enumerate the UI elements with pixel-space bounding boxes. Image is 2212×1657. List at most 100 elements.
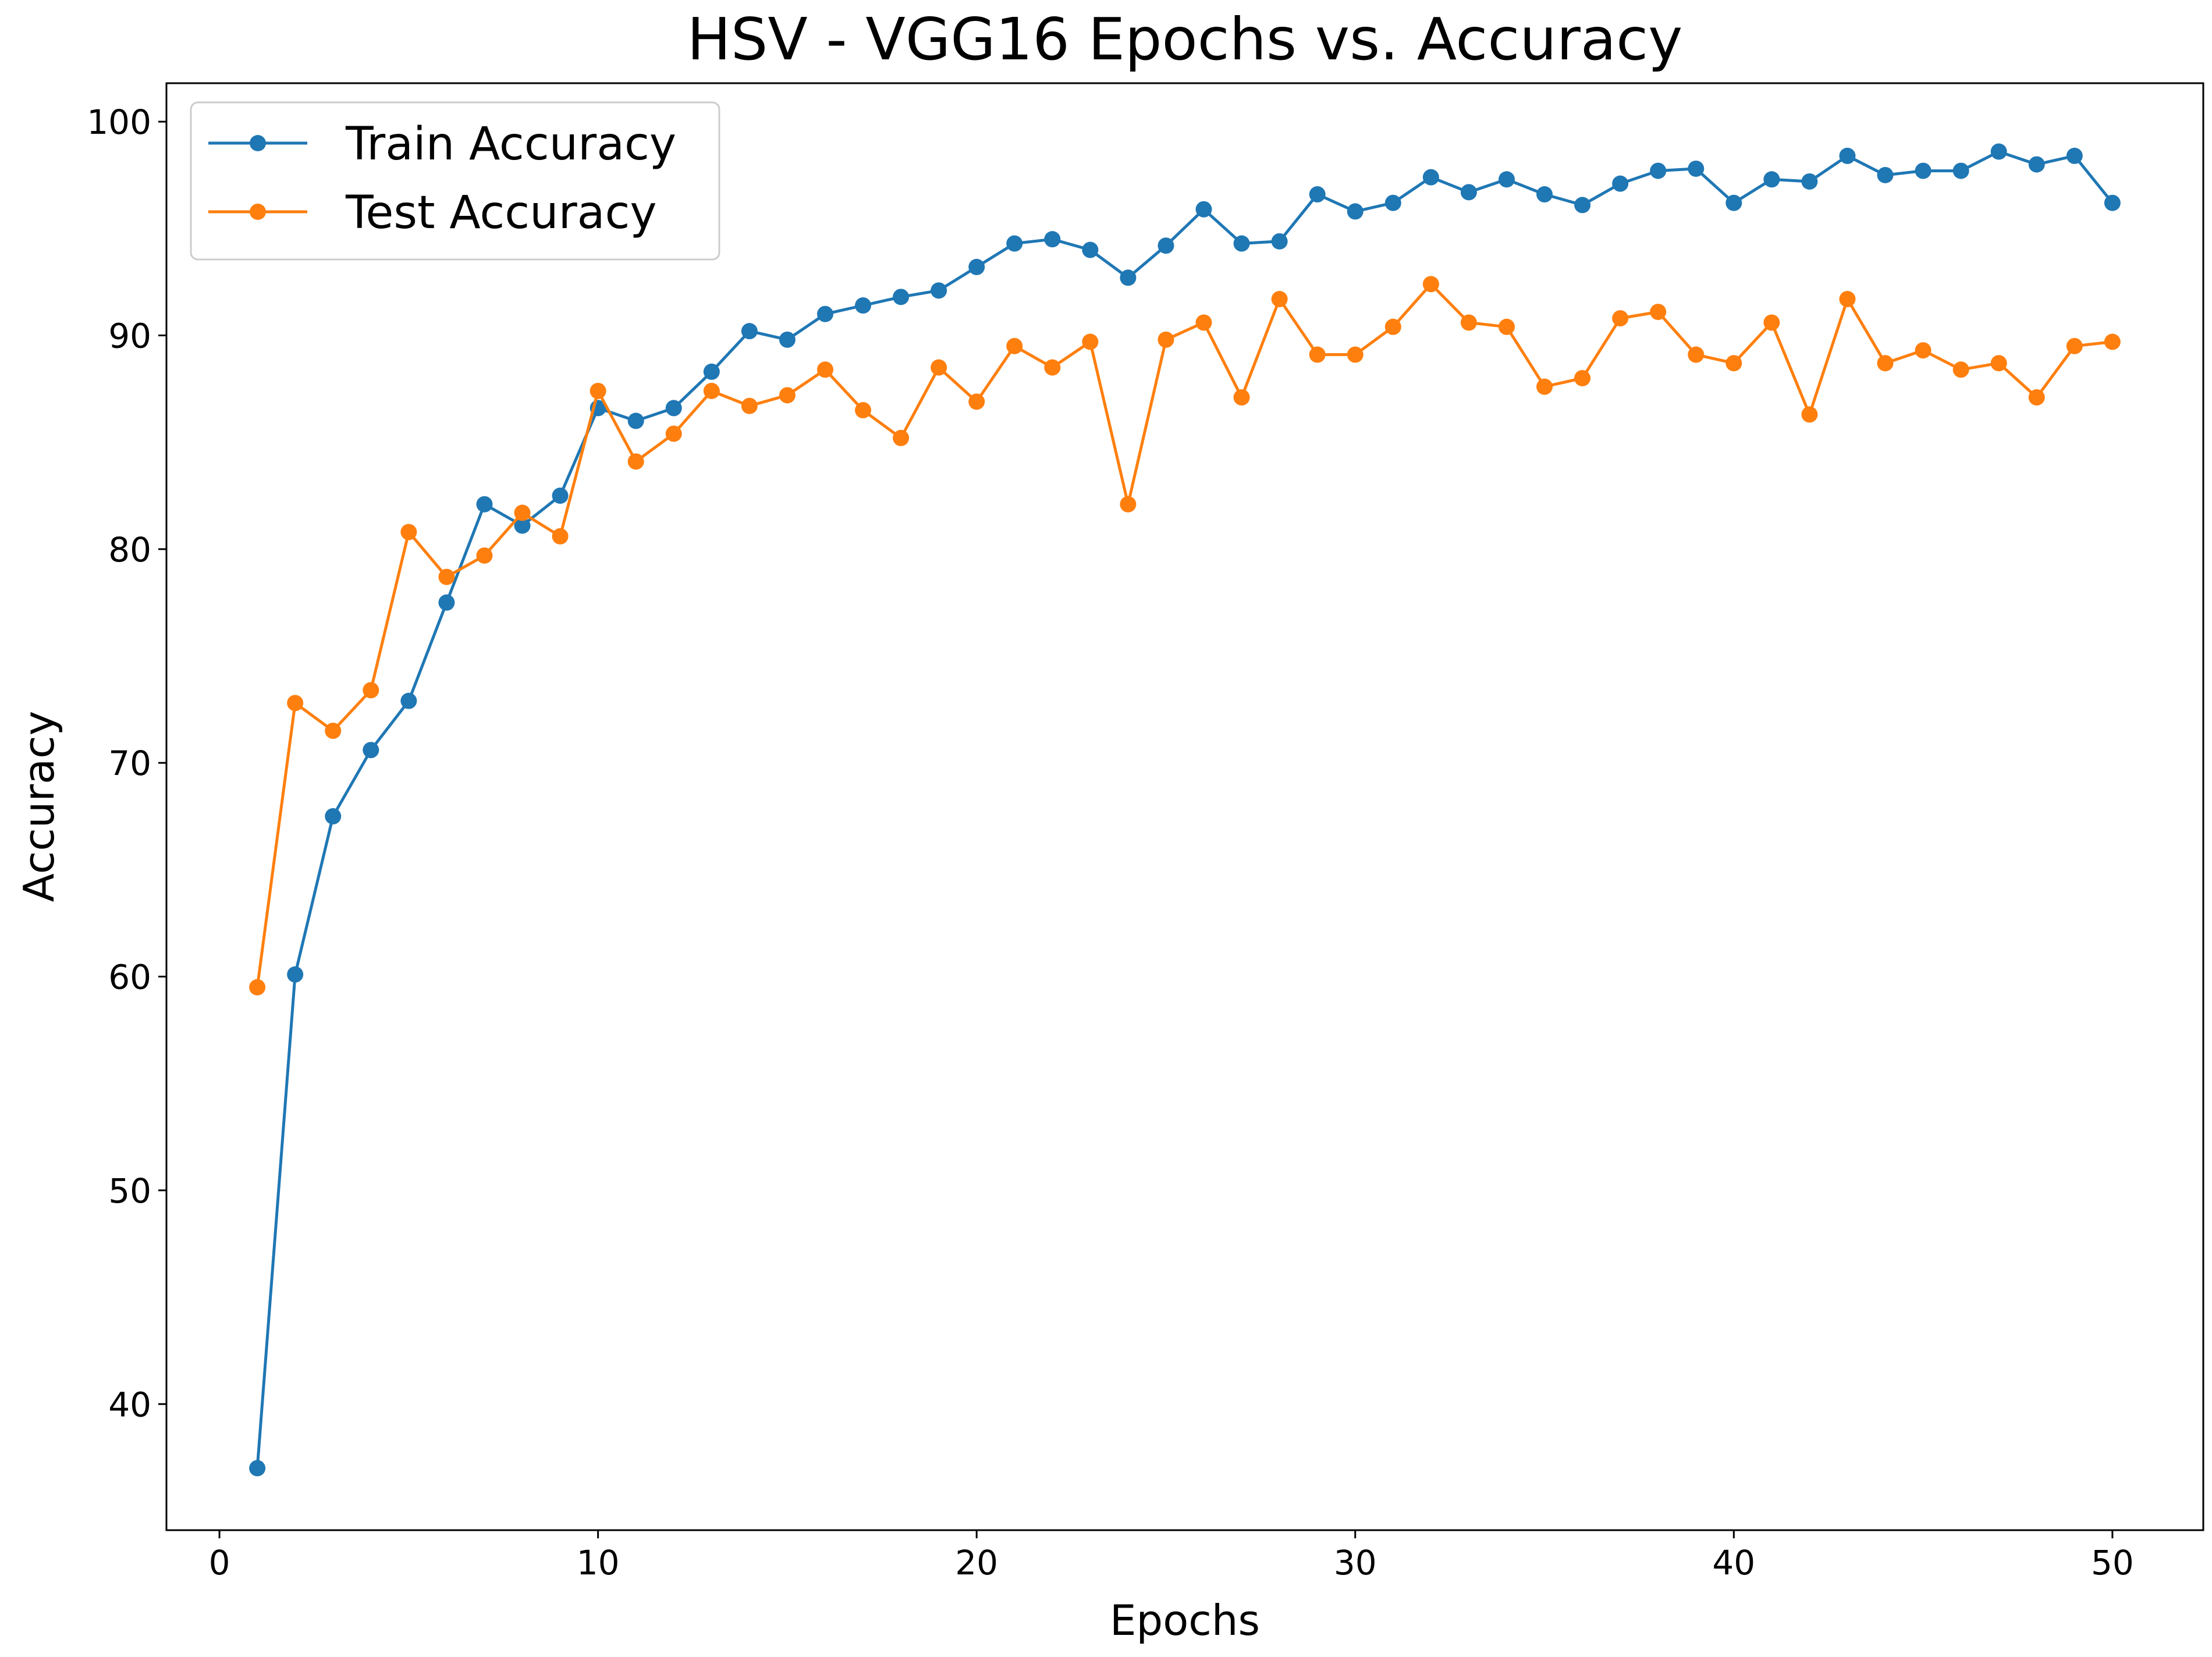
test-accuracy-point [1612, 310, 1629, 327]
test-accuracy-point [1725, 355, 1742, 372]
test-accuracy-point [552, 528, 569, 545]
train-accuracy-point [1347, 203, 1364, 220]
train-accuracy-point [703, 363, 720, 380]
test-accuracy-point [2028, 389, 2045, 406]
test-accuracy-point [1839, 291, 1856, 308]
x-tick-label: 20 [955, 1543, 998, 1583]
train-accuracy-point [1233, 235, 1250, 252]
test-accuracy-point [1498, 318, 1515, 335]
test-accuracy-point [893, 429, 910, 446]
test-accuracy-point [1915, 342, 1931, 359]
test-accuracy-point [1120, 496, 1137, 513]
test-accuracy-point [1044, 359, 1061, 376]
train-accuracy-point [816, 305, 833, 322]
train-accuracy-point [438, 594, 455, 611]
test-accuracy-point [1309, 346, 1326, 363]
train-accuracy-point [1688, 160, 1705, 177]
train-accuracy-point [1422, 169, 1439, 186]
train-accuracy-point [2066, 147, 2083, 164]
test-accuracy-point [363, 682, 379, 699]
legend-test-label: Test Accuracy [345, 187, 657, 239]
test-accuracy-point [1271, 291, 1288, 308]
train-accuracy-point [1839, 147, 1856, 164]
train-accuracy-point [1158, 237, 1174, 254]
test-accuracy-point [476, 547, 493, 564]
test-accuracy-point [968, 393, 985, 410]
series-layer [249, 143, 2121, 1477]
test-accuracy-point [1422, 276, 1439, 293]
legend-train-label: Train Accuracy [345, 118, 676, 170]
test-accuracy-point [1006, 337, 1023, 354]
train-accuracy-point [931, 282, 947, 299]
train-accuracy-point [2028, 156, 2045, 173]
plot-frame [165, 82, 2204, 1531]
train-accuracy-point [1877, 166, 1894, 183]
test-accuracy-point [1384, 318, 1401, 335]
test-accuracy-point [1990, 355, 2007, 372]
test-accuracy-point [627, 453, 644, 470]
train-accuracy-point [855, 297, 872, 314]
train-accuracy-point [552, 487, 569, 504]
test-accuracy-point [590, 382, 606, 399]
test-accuracy-point [1233, 389, 1250, 406]
train-accuracy-point [1082, 241, 1099, 258]
x-tick-label: 10 [577, 1543, 620, 1583]
test-accuracy-point [249, 979, 266, 995]
train-accuracy-point [1460, 184, 1477, 201]
test-accuracy-point [2104, 333, 2121, 350]
test-accuracy-point [287, 695, 304, 712]
y-tick-label: 70 [108, 744, 151, 783]
test-accuracy-point [438, 568, 455, 585]
train-accuracy-point [1915, 162, 1931, 179]
legend-test-marker [250, 204, 266, 220]
test-accuracy-point [2066, 337, 2083, 354]
train-accuracy-point [1612, 175, 1629, 192]
train-accuracy-point [1990, 143, 2007, 160]
train-accuracy-point [968, 258, 985, 275]
test-accuracy-point [1688, 346, 1705, 363]
train-accuracy-point [1384, 194, 1401, 211]
y-tick-label: 80 [108, 530, 151, 570]
test-accuracy-point [1952, 361, 1969, 378]
train-accuracy-point [1195, 201, 1212, 218]
train-accuracy-point [1006, 235, 1023, 252]
legend-train-marker [250, 135, 266, 151]
test-accuracy-point [1763, 314, 1780, 331]
train-accuracy-point [1952, 162, 1969, 179]
test-accuracy-point [1195, 314, 1212, 331]
train-accuracy-point [514, 517, 531, 534]
test-accuracy-point [779, 387, 796, 404]
test-accuracy-point [1574, 369, 1591, 386]
legend: Train Accuracy Test Accuracy [190, 101, 720, 261]
test-accuracy-point [931, 359, 947, 376]
x-tick-label: 0 [209, 1543, 230, 1583]
test-accuracy-point [855, 402, 872, 419]
train-accuracy-point [1120, 269, 1137, 286]
train-accuracy-point [287, 966, 304, 983]
test-accuracy-point [1158, 331, 1174, 348]
train-accuracy-point [779, 331, 796, 348]
train-accuracy-point [1763, 171, 1780, 188]
test-accuracy-point [1650, 304, 1667, 321]
train-accuracy-point [1650, 162, 1667, 179]
train-accuracy-point [1574, 197, 1591, 214]
y-tick-label: 100 [87, 102, 151, 142]
train-accuracy-point [1271, 233, 1288, 250]
x-tick-label: 30 [1334, 1543, 1377, 1583]
train-accuracy-point [1725, 194, 1742, 211]
test-accuracy-point [703, 382, 720, 399]
x-tick-label: 40 [1712, 1543, 1755, 1583]
chart-title: HSV - VGG16 Epochs vs. Accuracy [687, 5, 1683, 73]
train-accuracy-point [1536, 186, 1553, 203]
train-accuracy-point [400, 692, 417, 709]
test-accuracy-point [514, 504, 531, 521]
legend-box [190, 101, 720, 261]
y-axis-label: Accuracy [15, 711, 63, 902]
ticks-layer: 0 10 20 30 40 50 40 50 60 70 80 90 100 [87, 102, 2133, 1583]
train-accuracy-point [476, 496, 493, 513]
x-tick-label: 50 [2091, 1543, 2134, 1583]
train-accuracy-point [363, 742, 379, 759]
y-tick-label: 90 [108, 316, 151, 355]
